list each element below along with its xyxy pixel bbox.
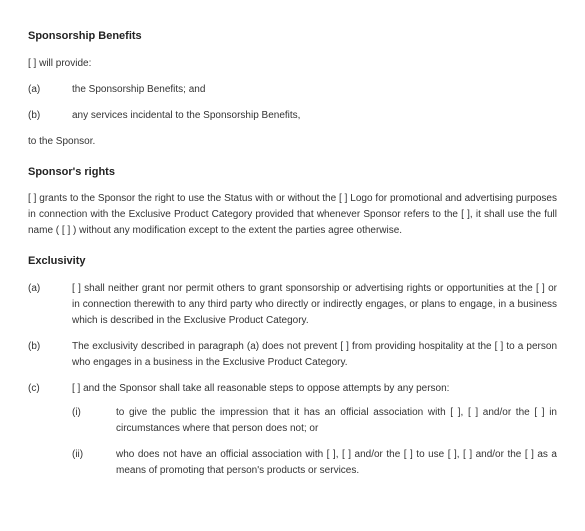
intro-text: [ ] will provide: — [28, 56, 557, 72]
sub-content: to give the public the impression that i… — [116, 405, 557, 437]
sub-item: (ii) who does not have an official assoc… — [72, 447, 557, 479]
heading-sponsorship-benefits: Sponsorship Benefits — [28, 28, 557, 46]
sub-content: who does not have an official associatio… — [116, 447, 557, 479]
list-item: (b) The exclusivity described in paragra… — [28, 339, 557, 371]
heading-exclusivity: Exclusivity — [28, 253, 557, 271]
sub-item: (i) to give the public the impression th… — [72, 405, 557, 437]
list-content: [ ] shall neither grant nor permit other… — [72, 281, 557, 329]
list-marker: (a) — [28, 281, 72, 329]
list-item: (a) the Sponsorship Benefits; and — [28, 82, 557, 98]
section-sponsors-rights: Sponsor's rights [ ] grants to the Spons… — [28, 164, 557, 240]
sub-marker: (i) — [72, 405, 116, 437]
list-content: The exclusivity described in paragraph (… — [72, 339, 557, 371]
section-exclusivity: Exclusivity (a) [ ] shall neither grant … — [28, 253, 557, 489]
list-marker: (b) — [28, 108, 72, 124]
heading-sponsors-rights: Sponsor's rights — [28, 164, 557, 182]
sub-list: (i) to give the public the impression th… — [72, 405, 557, 479]
list-item: (b) any services incidental to the Spons… — [28, 108, 557, 124]
list-text: [ ] and the Sponsor shall take all reaso… — [72, 383, 449, 394]
list-marker: (b) — [28, 339, 72, 371]
list-item: (c) [ ] and the Sponsor shall take all r… — [28, 381, 557, 489]
outro-text: to the Sponsor. — [28, 134, 557, 150]
list-marker: (a) — [28, 82, 72, 98]
list-content: [ ] and the Sponsor shall take all reaso… — [72, 381, 557, 489]
list-content: any services incidental to the Sponsorsh… — [72, 108, 557, 124]
list-item: (a) [ ] shall neither grant nor permit o… — [28, 281, 557, 329]
rights-text: [ ] grants to the Sponsor the right to u… — [28, 191, 557, 239]
sub-marker: (ii) — [72, 447, 116, 479]
list-content: the Sponsorship Benefits; and — [72, 82, 557, 98]
section-sponsorship-benefits: Sponsorship Benefits [ ] will provide: (… — [28, 28, 557, 150]
list-marker: (c) — [28, 381, 72, 489]
